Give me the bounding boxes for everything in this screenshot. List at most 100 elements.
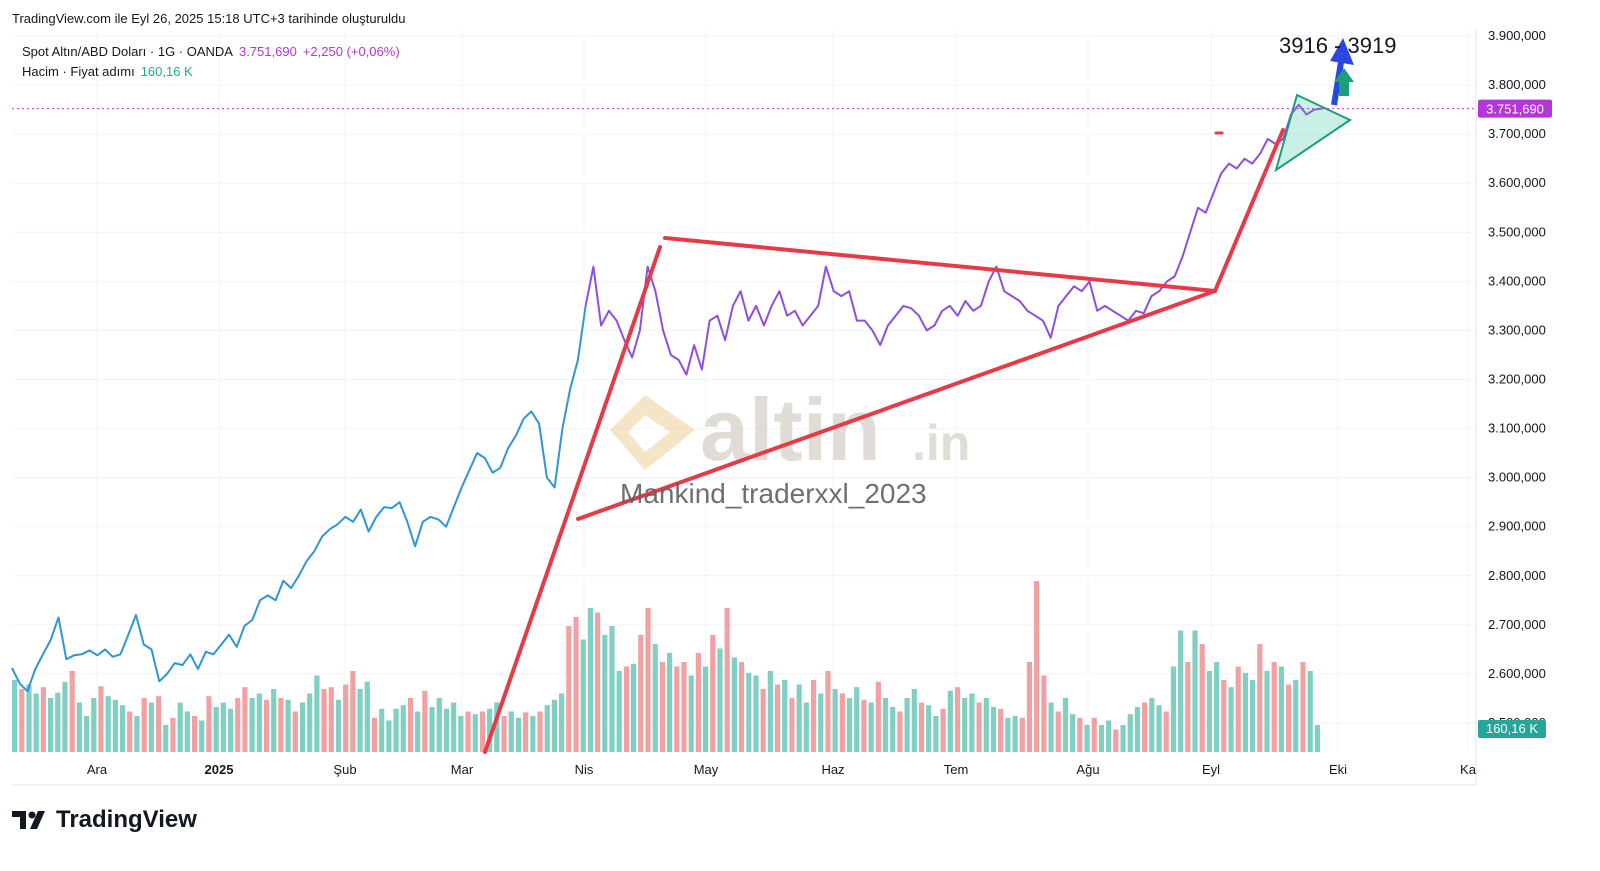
wedge-lower-line[interactable] — [576, 289, 1217, 521]
triangle-pattern[interactable] — [1274, 93, 1353, 173]
y-tick-label: 3.000,000 — [1488, 470, 1546, 485]
y-tick-label: 3.200,000 — [1488, 372, 1546, 387]
volume-bar — [702, 666, 709, 752]
time-axis[interactable]: Ara 2025 Şub Mar Nis May Haz Tem Ağu Eyl Eki Ka — [87, 762, 1477, 777]
volume-bar — [1120, 725, 1126, 752]
volume-bar — [1084, 725, 1090, 752]
volume-bar — [861, 699, 867, 752]
y-tick-label: 3.400,000 — [1488, 273, 1546, 288]
volume-bar — [609, 626, 615, 752]
volume-bar — [472, 714, 478, 752]
price-marker: 3.751,690 — [12, 99, 1552, 118]
volume-bar — [954, 687, 961, 752]
volume-bar — [523, 712, 529, 752]
volume-bar — [796, 684, 802, 752]
volume-bar — [738, 662, 745, 752]
volume-bar — [1242, 672, 1248, 752]
symbol-label: Spot Altın/ABD Doları · 1G · OANDA — [22, 44, 233, 59]
volume-bar — [1250, 680, 1256, 752]
volume-bar — [415, 711, 421, 752]
volume-bar — [774, 684, 781, 752]
volume-bar — [364, 681, 370, 752]
volume-bar — [724, 608, 730, 752]
wedge-upper-line[interactable] — [663, 236, 1217, 293]
volume-bar — [623, 666, 629, 752]
volume-bar — [335, 699, 342, 752]
volume-bar — [400, 705, 406, 752]
volume-bar — [1149, 698, 1155, 752]
volume-bar — [220, 702, 226, 752]
x-tick-label: Eyl — [1202, 762, 1220, 777]
volume-bar — [242, 687, 248, 752]
volume-bar — [537, 711, 543, 752]
volume-bar — [1134, 707, 1141, 752]
volume-bar — [177, 702, 183, 752]
volume-bar — [1314, 725, 1320, 752]
volume-bar — [314, 675, 320, 752]
volume-bar — [969, 693, 975, 752]
volume-bar — [436, 698, 442, 752]
x-tick-label: Eki — [1329, 762, 1347, 777]
legend-row-volume[interactable]: Hacim · Fiyat adımı 160,16 K — [22, 62, 400, 82]
price-axis[interactable]: 3.900,000 3.800,000 3.700,000 3.600,000 3.50… — [1488, 28, 1546, 730]
volume-bar — [328, 687, 334, 752]
volume-bar — [119, 705, 126, 752]
legend-row-price[interactable]: Spot Altın/ABD Doları · 1G · OANDA 3.751,… — [22, 42, 400, 62]
x-tick-label: Mar — [451, 762, 474, 777]
trend-drawings: 3916 - 3919 — [483, 33, 1396, 754]
volume-bar — [263, 699, 270, 752]
volume-bar — [62, 681, 68, 752]
x-tick-label: May — [694, 762, 719, 777]
tradingview-brand[interactable]: TradingView — [12, 806, 197, 834]
breakout-line[interactable] — [1213, 128, 1285, 293]
volume-bar — [1206, 671, 1213, 752]
volume-bar — [890, 707, 896, 752]
volume-bar — [83, 716, 90, 752]
volume-bar — [559, 693, 565, 752]
volume-bar — [695, 653, 701, 752]
volume-bar — [990, 707, 997, 752]
volume-bar — [393, 708, 399, 752]
x-tick-label: Şub — [333, 762, 356, 777]
watermark-tld: .in — [912, 415, 970, 471]
volume-bar — [155, 696, 162, 752]
volume-bar — [595, 612, 601, 752]
author-watermark: Mankind_traderxxl_2023 — [620, 478, 927, 509]
tradingview-logo-icon — [12, 811, 45, 829]
x-tick-label: Tem — [944, 762, 969, 777]
volume-bar — [1264, 671, 1270, 752]
volume-bar — [645, 608, 651, 752]
volume-bar — [1142, 702, 1148, 752]
target-label: 3916 - 3919 — [1279, 33, 1396, 58]
volume-bar — [1106, 720, 1112, 752]
volume-bar — [12, 680, 18, 752]
volume-bar — [1257, 644, 1263, 752]
volume-bar — [379, 708, 385, 752]
volume-bar — [998, 708, 1004, 752]
volume-bar — [386, 720, 392, 752]
volume-bar — [458, 716, 464, 752]
y-tick-label: 3.500,000 — [1488, 224, 1546, 239]
volume-bar — [343, 684, 349, 752]
volume-bar — [98, 686, 104, 752]
pennant-lower-line[interactable] — [483, 245, 662, 754]
volume-bar — [868, 702, 874, 752]
volume-bar — [825, 671, 831, 752]
volume-bar — [443, 708, 450, 752]
volume-bar — [1271, 662, 1277, 752]
volume-bar — [1041, 675, 1047, 752]
volume-bar — [674, 666, 680, 752]
volume-bar — [904, 698, 910, 752]
volume-bar — [710, 635, 716, 752]
volume-bar — [127, 711, 133, 752]
volume-bar — [1286, 684, 1292, 752]
volume-bar — [1048, 702, 1054, 752]
volume-bar — [602, 635, 608, 752]
y-tick-label: 3.300,000 — [1488, 322, 1546, 337]
volume-bar — [350, 671, 356, 752]
volume-bar — [451, 702, 457, 752]
volume-bar — [76, 702, 82, 752]
volume-bar — [1034, 581, 1040, 752]
volume-bar — [1278, 666, 1284, 752]
volume-bar — [983, 698, 989, 752]
